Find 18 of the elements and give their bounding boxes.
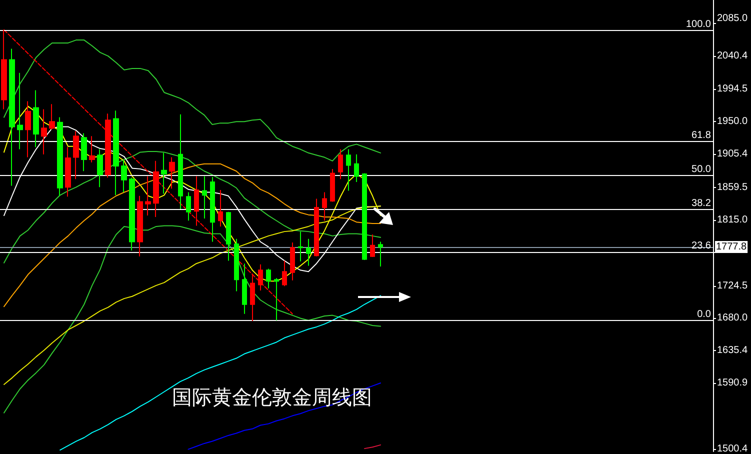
- y-tick-label: 1859.5: [717, 182, 748, 194]
- y-tick-label: 1680.0: [717, 312, 748, 324]
- y-tick-label: 2085.0: [717, 12, 748, 24]
- annotation: 50.0: [692, 164, 712, 175]
- y-tick-label: 1635.4: [717, 345, 748, 356]
- y-tick-label: 1500.4: [717, 444, 748, 454]
- annotation: 38.2: [692, 198, 712, 210]
- annotation: 61.8: [692, 130, 712, 141]
- annotation: 0.0: [697, 308, 712, 320]
- ref-line-label: 1777.8: [716, 242, 748, 252]
- annotation: 100.0: [686, 19, 712, 30]
- y-tick-label: 1590.9: [717, 378, 748, 389]
- y-tick-label: 1905.4: [717, 148, 748, 160]
- y-tick-label: 1994.5: [717, 84, 748, 95]
- y-tick-label: 1950.0: [717, 116, 748, 128]
- y-tick-label: 1815.0: [717, 214, 748, 226]
- y-tick-label: 1724.5: [717, 280, 748, 292]
- y-tick-label: 2040.4: [717, 50, 748, 62]
